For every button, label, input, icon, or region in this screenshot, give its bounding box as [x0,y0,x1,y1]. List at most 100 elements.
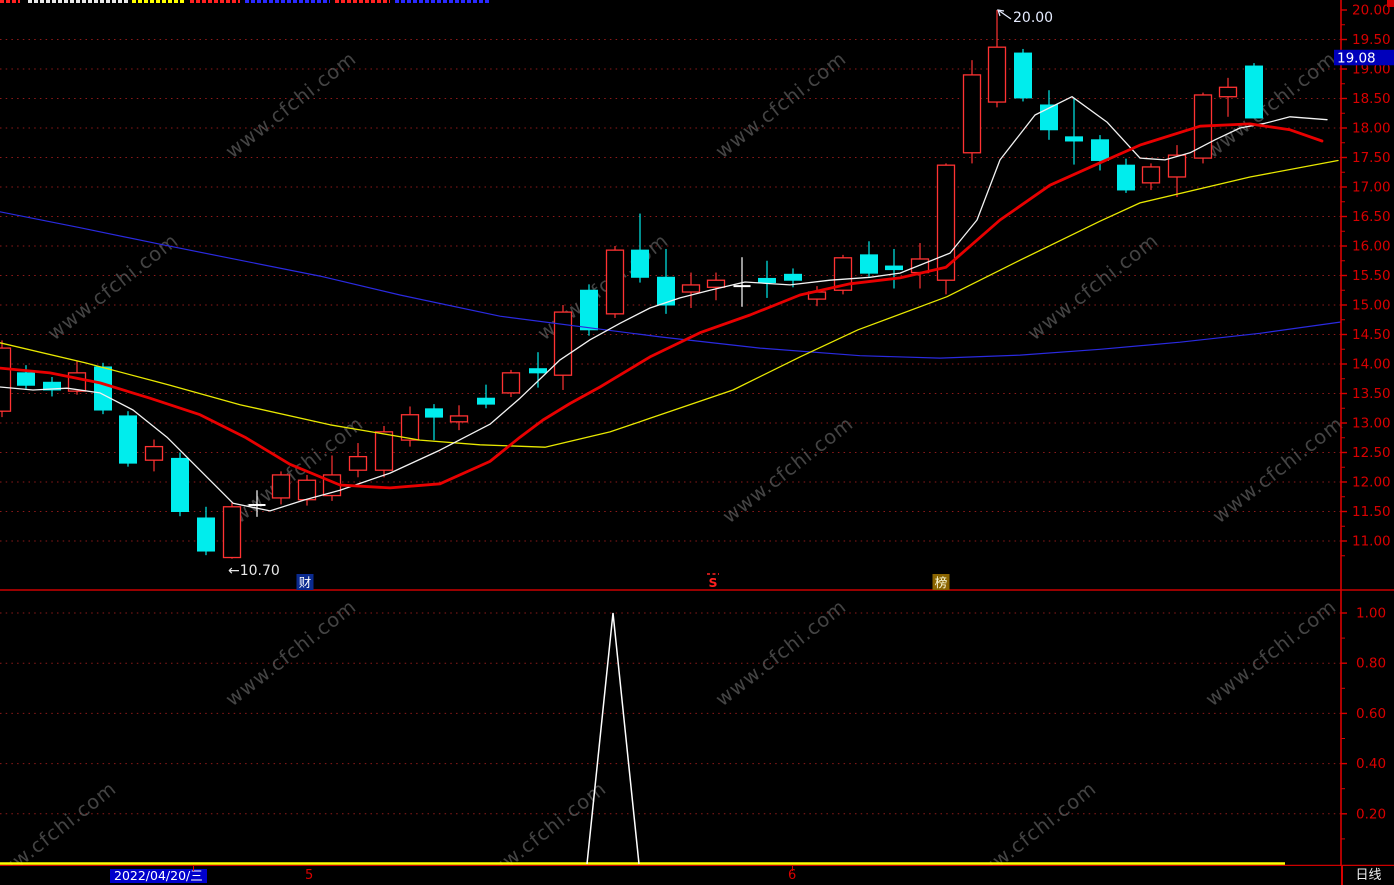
candle [733,257,751,307]
candle [1040,90,1058,140]
candle-body-bull [501,372,521,394]
candle-body-bull [144,445,164,461]
candle-body-bear [529,368,547,374]
price-tick-label: 13.50 [1352,386,1391,402]
candle-body-bull [936,164,956,281]
price-tick-label: 17.00 [1352,180,1391,196]
event-marker: S [707,573,719,590]
watermark-text: www.cfchi.com [1201,595,1341,711]
candle-body-bear [631,249,649,278]
candle-body-bear [580,289,598,331]
candle [297,474,317,506]
period-label[interactable]: 日线 [1355,868,1382,883]
candle-body-bear [17,372,35,386]
gridlines [0,39,1341,815]
clipped-ma-legend [0,0,510,3]
indicator-tick-label: 1.00 [1356,606,1386,622]
candle [17,365,35,389]
indicator-tick-label: 0.20 [1356,806,1386,822]
high-label: 20.00 [1013,10,1053,26]
candle [271,471,291,505]
candle-body-bull [400,414,420,441]
candle [1091,135,1109,171]
month-label: 5 [305,868,314,883]
candle-body-bear [784,273,802,281]
candle [706,272,726,301]
legend-fragment [190,0,240,3]
watermark-text: www.cfchi.com [961,777,1101,866]
candle-body-bear [477,397,495,405]
candle [222,502,242,559]
candle-body-bear [1117,164,1135,191]
candle [1141,163,1161,190]
candle-body-bear [657,276,675,306]
watermark-text: www.cfchi.com [1201,47,1341,163]
latest-price-tag: 19.08 [1334,49,1394,66]
candle [758,260,776,298]
date-box[interactable]: 2022/04/20/三 [110,869,207,883]
legend-fragment [132,0,186,3]
candle [119,411,137,467]
chart-canvas[interactable]: www.cfchi.com www.cfchi.com www.cfchi.com w… [0,0,1394,866]
legend-fragment [28,0,128,3]
indicator-tick-label: 0.80 [1356,656,1386,672]
watermark-text: www.cfchi.com [0,777,121,866]
candle [374,425,394,478]
price-tick-label: 14.00 [1352,357,1391,373]
legend-fragment [245,0,330,3]
price-tick-label: 14.50 [1352,327,1391,343]
event-marker: 榜 [932,574,950,590]
candle-body-bear [885,265,903,271]
watermark-text: www.cfchi.com [221,595,361,711]
candle-body-bull [1167,154,1187,178]
candle [0,340,12,418]
candle-body-bear [1245,65,1263,119]
signal-spike [586,612,640,865]
candle [962,60,982,164]
candle [425,404,443,441]
status-bar-divider [1341,866,1343,885]
candle [43,376,61,397]
candle [144,439,164,472]
event-marker: 财 [296,574,314,590]
candle [1014,48,1032,102]
candle-body-bull [706,279,726,288]
price-tick-label: 18.00 [1352,121,1391,137]
candle [1167,145,1187,198]
candle-body-bear [1014,52,1032,99]
legend-fragment [0,0,20,3]
price-tick-label: 15.50 [1352,268,1391,284]
candle [477,384,495,409]
annotations: 20.00 ←10.70 [228,9,1053,579]
candle [681,272,701,308]
event-marker-bg [296,574,314,590]
candle-body-bull [1218,86,1238,98]
price-tick-label: 19.00 [1352,62,1391,78]
indicator-tick-label: 0.40 [1356,756,1386,772]
candle-body-bull [271,474,291,499]
price-tick-label: 12.50 [1352,445,1391,461]
ma-blue [0,211,1341,359]
candle [449,405,469,431]
watermark-text: www.cfchi.com [711,595,851,711]
candle-body-bull [605,249,625,315]
candle-body-bear [425,408,443,418]
status-bar: 2022/04/20/三 日线 5 6 [0,866,1394,885]
candle [987,10,1007,108]
corner-marker [1387,0,1394,7]
candle-body-bull [0,347,12,412]
candle [197,506,215,556]
price-tick-label: 17.50 [1352,150,1391,166]
candle [248,490,266,517]
price-tick-label: 13.00 [1352,416,1391,432]
annotation-arrowhead [997,9,1005,17]
price-tick-label: 12.00 [1352,475,1391,491]
candle-body-bear [1091,139,1109,161]
candle [885,248,903,289]
price-tick-label: 19.50 [1352,32,1391,48]
candle-body-bull [553,311,573,376]
annotation-arrow [997,9,1012,20]
candle [553,305,573,390]
candle [94,362,112,415]
candle-body-bull [681,284,701,293]
